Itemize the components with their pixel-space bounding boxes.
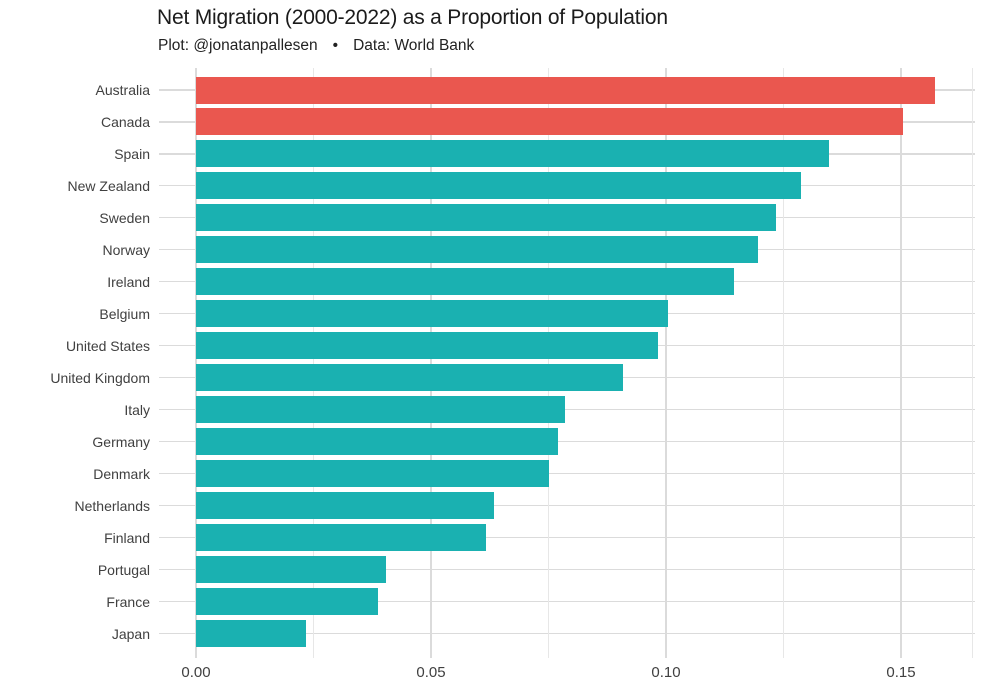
- y-axis-label-canada: Canada: [100, 113, 150, 130]
- bar-netherlands: [196, 492, 494, 520]
- gridline-category-japan: [159, 632, 975, 635]
- y-axis-label-germany: Germany: [92, 433, 150, 450]
- y-axis-label-italy: Italy: [124, 401, 150, 418]
- gridline-category-germany: [159, 441, 975, 443]
- x-axis-label-0.15: 0.15: [886, 664, 916, 681]
- bar-spain: [196, 140, 829, 168]
- chart-title: Net Migration (2000-2022) as a Proportio…: [157, 6, 668, 29]
- gridline-category-portugal: [159, 568, 975, 571]
- gridline-category-finland: [159, 536, 975, 539]
- gridline-minor-x-0.025: [313, 68, 314, 658]
- gridline-major-x-0.00: [195, 68, 197, 658]
- bar-sweden: [196, 204, 776, 232]
- bar-ireland: [196, 268, 735, 296]
- plot-panel: [159, 68, 975, 658]
- chart-subtitle: Plot: @jonatanpallesen • Data: World Ban…: [158, 37, 474, 55]
- gridline-major-x-0.10: [665, 68, 667, 658]
- y-axis-label-finland: Finland: [104, 529, 150, 546]
- y-axis-label-new-zealand: New Zealand: [67, 177, 151, 194]
- bar-canada: [196, 108, 904, 136]
- bar-new-zealand: [196, 172, 801, 200]
- gridline-minor-x-0.075: [548, 68, 549, 658]
- bar-norway: [196, 236, 758, 264]
- bar-portugal: [196, 556, 386, 584]
- gridline-major-x-0.15: [900, 68, 902, 658]
- gridline-category-france: [159, 600, 975, 603]
- x-axis-label-0.10: 0.10: [651, 664, 681, 681]
- y-axis-label-denmark: Denmark: [93, 465, 150, 482]
- bar-germany: [196, 428, 559, 456]
- bar-denmark: [196, 460, 550, 488]
- bar-italy: [196, 396, 565, 424]
- x-axis-label-0.05: 0.05: [416, 664, 446, 681]
- y-axis-label-ireland: Ireland: [107, 273, 150, 290]
- y-axis-label-japan: Japan: [111, 625, 150, 642]
- gridline-category-netherlands: [159, 505, 975, 507]
- x-axis-label-0.00: 0.00: [181, 664, 211, 681]
- gridline-category-denmark: [159, 473, 975, 475]
- subtitle-separator-dot: •: [332, 37, 339, 54]
- y-axis-label-belgium: Belgium: [99, 305, 150, 322]
- gridline-minor-x-0.125: [783, 68, 784, 658]
- subtitle-data-credit: Data: World Bank: [353, 37, 475, 54]
- y-axis-label-spain: Spain: [114, 145, 150, 162]
- bar-australia: [196, 76, 935, 104]
- y-axis-label-united-kingdom: United Kingdom: [50, 369, 150, 386]
- bar-finland: [196, 524, 486, 552]
- gridline-minor-x-0.1653: [972, 68, 974, 658]
- bar-france: [196, 588, 378, 616]
- bar-united-states: [196, 332, 659, 360]
- y-axis-label-sweden: Sweden: [99, 209, 150, 226]
- gridline-category-italy: [159, 409, 975, 411]
- y-axis-label-australia: Australia: [95, 82, 150, 98]
- bar-japan: [196, 620, 307, 647]
- y-axis-label-netherlands: Netherlands: [74, 497, 151, 514]
- bar-united-kingdom: [196, 364, 624, 392]
- y-axis-label-portugal: Portugal: [97, 561, 150, 578]
- y-axis-label-norway: Norway: [102, 241, 150, 258]
- y-axis-label-france: France: [106, 593, 150, 610]
- gridline-major-x-0.05: [430, 68, 432, 658]
- y-axis-label-united-states: United States: [65, 337, 150, 354]
- bar-belgium: [196, 300, 669, 328]
- subtitle-plot-credit: Plot: @jonatanpallesen: [158, 37, 318, 54]
